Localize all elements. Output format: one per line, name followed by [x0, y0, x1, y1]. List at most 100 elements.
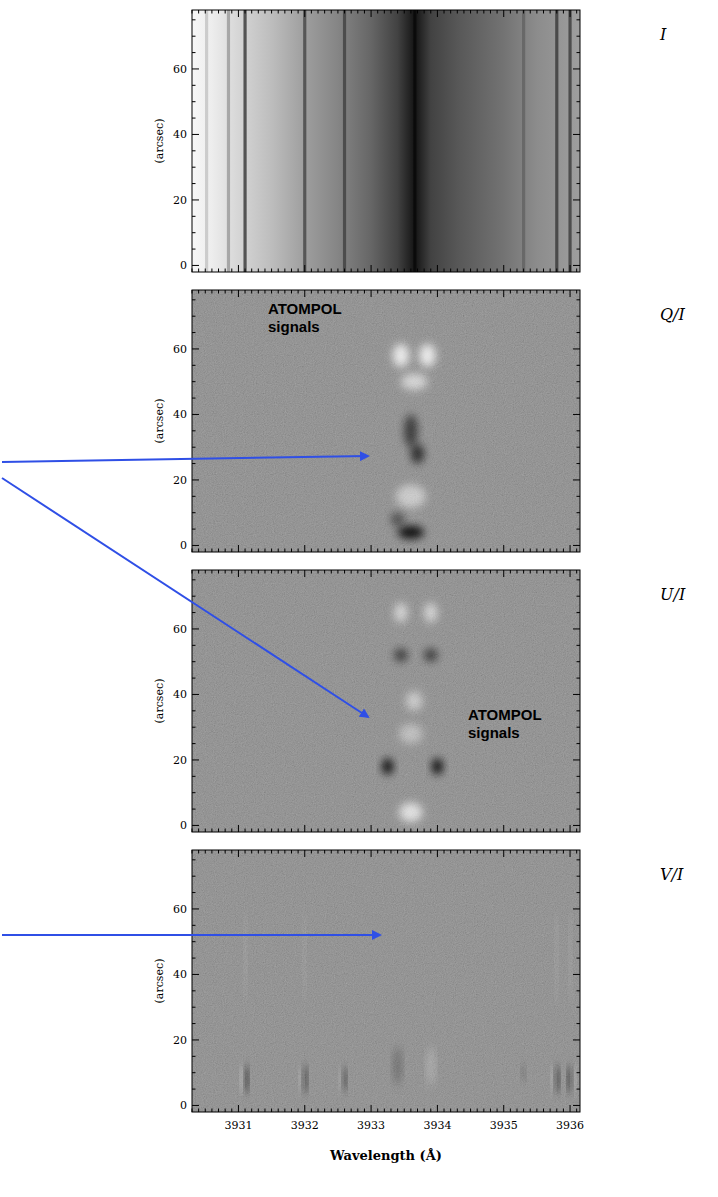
- minor-tick: [397, 269, 398, 273]
- minor-tick: [417, 549, 418, 553]
- minor-tick: [192, 269, 193, 273]
- polarization-signal: [340, 1066, 343, 1092]
- minor-tick: [258, 570, 259, 574]
- minor-tick: [536, 549, 537, 553]
- y-tick-label: 60: [173, 903, 187, 916]
- minor-tick: [225, 570, 226, 574]
- minor-tick: [337, 290, 338, 294]
- minor-tick: [450, 850, 451, 854]
- arrow: [2, 478, 368, 717]
- minor-tick: [291, 829, 292, 833]
- x-tick-label: 3933: [357, 1119, 385, 1132]
- y-tick-label: 40: [173, 128, 187, 141]
- minor-tick: [284, 10, 285, 14]
- minor-tick: [251, 269, 252, 273]
- frame: [192, 10, 580, 272]
- minor-tick: [357, 829, 358, 833]
- minor-tick: [205, 1109, 206, 1113]
- minor-tick: [251, 10, 252, 14]
- minor-tick: [231, 850, 232, 854]
- x-tick: [437, 570, 438, 577]
- minor-tick: [397, 290, 398, 294]
- minor-tick: [417, 10, 418, 14]
- minor-tick: [318, 10, 319, 14]
- minor-tick: [192, 612, 196, 613]
- minor-tick: [463, 829, 464, 833]
- y-tick-label: 40: [173, 688, 187, 701]
- minor-tick: [278, 269, 279, 273]
- panel: 0204060(arcsec)I: [153, 10, 667, 272]
- minor-tick: [258, 290, 259, 294]
- minor-tick: [231, 290, 232, 294]
- minor-tick: [245, 10, 246, 14]
- minor-tick: [417, 570, 418, 574]
- minor-tick: [390, 850, 391, 854]
- minor-tick: [198, 10, 199, 14]
- minor-tick: [284, 1109, 285, 1113]
- minor-tick: [523, 269, 524, 273]
- minor-tick: [298, 829, 299, 833]
- minor-tick: [258, 1109, 259, 1113]
- minor-tick: [497, 850, 498, 854]
- minor-tick: [417, 1109, 418, 1113]
- minor-tick: [337, 570, 338, 574]
- minor-tick: [225, 290, 226, 294]
- minor-tick: [284, 549, 285, 553]
- minor-tick: [192, 512, 196, 513]
- x-tick: [238, 265, 239, 272]
- minor-tick: [563, 290, 564, 294]
- minor-tick: [271, 1109, 272, 1113]
- minor-tick: [364, 290, 365, 294]
- minor-tick: [424, 269, 425, 273]
- minor-tick: [550, 829, 551, 833]
- minor-tick: [357, 10, 358, 14]
- y-tick-label: 60: [173, 343, 187, 356]
- minor-tick: [577, 1089, 581, 1090]
- minor-tick: [344, 290, 345, 294]
- minor-tick: [225, 850, 226, 854]
- polarization-signal: [399, 803, 422, 823]
- polarization-signal: [522, 1063, 525, 1083]
- frame: [192, 290, 580, 552]
- polarization-signal: [398, 526, 425, 539]
- absorption-line: [555, 10, 558, 272]
- minor-tick: [331, 10, 332, 14]
- y-tick: [192, 825, 199, 826]
- y-tick: [192, 1039, 199, 1040]
- minor-tick: [377, 850, 378, 854]
- minor-tick: [490, 1109, 491, 1113]
- minor-tick: [490, 570, 491, 574]
- x-tick: [570, 570, 571, 577]
- minor-tick: [577, 101, 581, 102]
- minor-tick: [311, 290, 312, 294]
- minor-tick: [318, 269, 319, 273]
- minor-tick: [530, 269, 531, 273]
- minor-tick: [463, 1109, 464, 1113]
- minor-tick: [430, 570, 431, 574]
- background: [192, 570, 580, 832]
- minor-tick: [490, 549, 491, 553]
- minor-tick: [331, 269, 332, 273]
- minor-tick: [470, 829, 471, 833]
- minor-tick: [357, 269, 358, 273]
- minor-tick: [264, 850, 265, 854]
- minor-tick: [225, 1109, 226, 1113]
- minor-tick: [417, 829, 418, 833]
- minor-tick: [457, 290, 458, 294]
- minor-tick: [271, 850, 272, 854]
- minor-tick: [463, 850, 464, 854]
- minor-tick: [550, 850, 551, 854]
- polarization-signal: [568, 1065, 571, 1094]
- minor-tick: [337, 549, 338, 553]
- minor-tick: [218, 1109, 219, 1113]
- panel: 3931393239333934393539360204060(arcsec)V…: [153, 850, 684, 1163]
- polarization-signal: [572, 1065, 575, 1094]
- minor-tick: [264, 570, 265, 574]
- absorption-line: [413, 10, 416, 272]
- minor-tick: [450, 1109, 451, 1113]
- minor-tick: [424, 1109, 425, 1113]
- minor-tick: [284, 290, 285, 294]
- minor-tick: [444, 570, 445, 574]
- minor-tick: [577, 809, 581, 810]
- minor-tick: [192, 1056, 196, 1057]
